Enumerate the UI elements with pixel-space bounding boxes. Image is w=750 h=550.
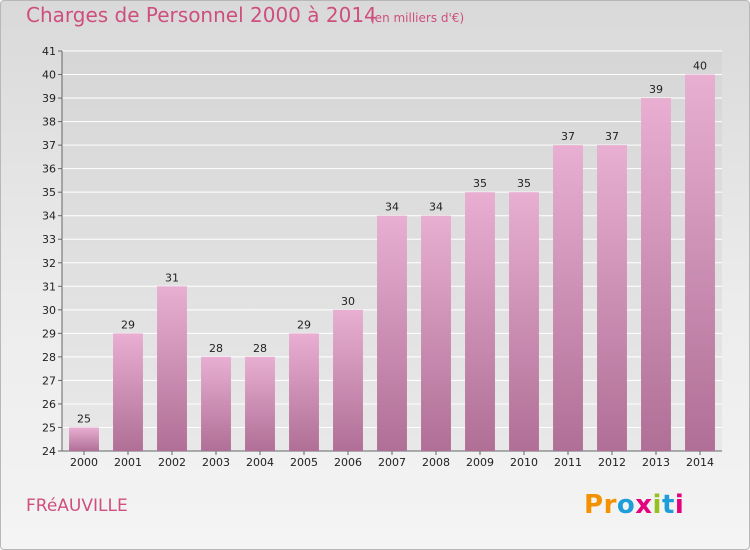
x-tick-label: 2003 [202,456,230,469]
y-tick-label: 25 [42,421,56,434]
bar [289,333,319,451]
logo-letter: x [635,490,653,520]
data-label: 29 [297,318,311,331]
data-label: 28 [253,342,267,355]
y-tick-label: 36 [42,163,56,176]
bar [553,145,583,451]
bar [69,427,99,451]
logo-letter: i [674,490,685,520]
data-label: 35 [517,177,531,190]
x-tick-label: 2014 [686,456,714,469]
y-tick-label: 31 [42,280,56,293]
bar [509,192,539,452]
chart-subtitle: (en milliers d'€) [370,11,465,25]
bar [113,333,143,451]
y-tick-label: 29 [42,327,56,340]
y-tick-label: 41 [42,45,56,58]
y-tick-label: 27 [42,374,56,387]
data-label: 29 [121,318,135,331]
x-tick-label: 2006 [334,456,362,469]
chart-title: Charges de Personnel 2000 à 2014 [26,3,377,27]
bar [201,356,231,451]
bar [465,192,495,452]
proxiti-logo[interactable]: Proxiti [584,490,684,520]
bar [421,215,451,451]
x-tick-label: 2008 [422,456,450,469]
commune-name: FRéAUVILLE [26,496,128,516]
bar [245,356,275,451]
data-label: 39 [649,83,663,96]
bar [597,145,627,451]
y-tick-label: 39 [42,92,56,105]
data-label: 28 [209,342,223,355]
bar [333,309,363,451]
y-tick-label: 26 [42,398,56,411]
logo-letter: P [584,490,604,520]
bar [641,98,671,451]
y-tick-label: 35 [42,186,56,199]
data-label: 35 [473,177,487,190]
data-label: 25 [77,412,91,425]
y-tick-label: 34 [42,210,56,223]
y-tick-label: 24 [42,445,56,458]
data-label: 37 [561,130,575,143]
data-label: 37 [605,130,619,143]
x-tick-label: 2012 [598,456,626,469]
x-tick-label: 2004 [246,456,274,469]
x-tick-label: 2007 [378,456,406,469]
logo-letter: o [616,490,636,520]
y-tick-label: 33 [42,233,56,246]
y-tick-label: 28 [42,351,56,364]
bar [377,215,407,451]
y-tick-label: 37 [42,139,56,152]
x-tick-label: 2010 [510,456,538,469]
x-tick-label: 2005 [290,456,318,469]
x-tick-label: 2011 [554,456,582,469]
data-label: 30 [341,295,355,308]
logo-letter: r [603,490,617,520]
y-tick-label: 40 [42,69,56,82]
x-tick-label: 2013 [642,456,670,469]
logo-letter: t [661,490,675,520]
x-tick-label: 2009 [466,456,494,469]
y-tick-label: 38 [42,116,56,129]
logo-letter: i [652,490,662,520]
x-tick-label: 2001 [114,456,142,469]
x-tick-label: 2002 [158,456,186,469]
data-label: 34 [429,201,443,214]
y-tick-label: 30 [42,304,56,317]
bar [685,74,715,451]
bar [157,286,187,451]
x-tick-label: 2000 [70,456,98,469]
data-label: 40 [693,60,707,73]
y-tick-label: 32 [42,257,56,270]
data-label: 34 [385,201,399,214]
data-label: 31 [165,271,179,284]
